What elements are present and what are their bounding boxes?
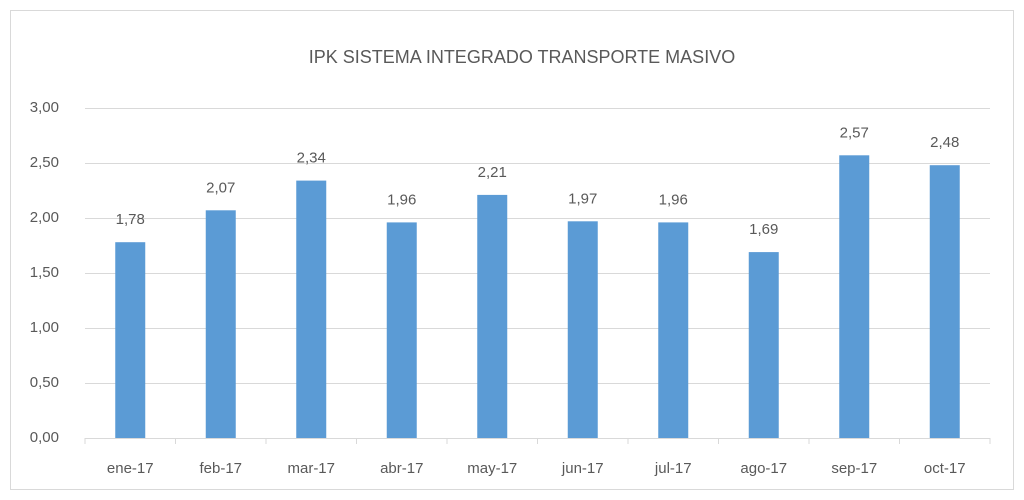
x-tick-label: oct-17 xyxy=(924,460,966,477)
data-label: 2,07 xyxy=(206,179,235,196)
x-tick-label: sep-17 xyxy=(831,460,877,477)
data-label: 1,97 xyxy=(568,190,597,207)
bar xyxy=(296,180,327,438)
bar xyxy=(115,242,146,438)
x-tick-label: jun-17 xyxy=(561,460,604,477)
bar xyxy=(929,165,960,438)
x-tick-label: ene-17 xyxy=(107,460,154,477)
y-tick-label: 2,50 xyxy=(30,154,59,171)
bar xyxy=(477,194,508,438)
data-label: 2,48 xyxy=(930,134,959,151)
data-label: 1,69 xyxy=(749,221,778,238)
data-label: 1,96 xyxy=(387,191,416,208)
x-tick-label: ago-17 xyxy=(740,460,787,477)
y-tick-label: 1,50 xyxy=(30,264,59,281)
data-label: 2,57 xyxy=(840,124,869,141)
data-label: 2,34 xyxy=(297,150,326,167)
bar xyxy=(748,252,779,438)
y-tick-label: 2,00 xyxy=(30,209,59,226)
x-tick-label: feb-17 xyxy=(199,460,242,477)
data-label: 2,21 xyxy=(478,164,507,181)
chart-title: IPK SISTEMA INTEGRADO TRANSPORTE MASIVO xyxy=(309,47,735,67)
y-tick-label: 1,00 xyxy=(30,319,59,336)
y-tick-label: 0,50 xyxy=(30,374,59,391)
data-label: 1,78 xyxy=(116,211,145,228)
x-tick-label: mar-17 xyxy=(287,460,335,477)
x-tick-label: may-17 xyxy=(467,460,517,477)
y-tick-label: 0,00 xyxy=(30,429,59,446)
x-tick-label: jul-17 xyxy=(654,460,692,477)
y-tick-label: 3,00 xyxy=(30,99,59,116)
x-tick-label: abr-17 xyxy=(380,460,423,477)
bar xyxy=(658,222,689,438)
bar xyxy=(567,221,598,438)
bar xyxy=(386,222,417,438)
bar xyxy=(839,155,870,439)
data-label: 1,96 xyxy=(659,191,688,208)
bar xyxy=(205,210,236,438)
